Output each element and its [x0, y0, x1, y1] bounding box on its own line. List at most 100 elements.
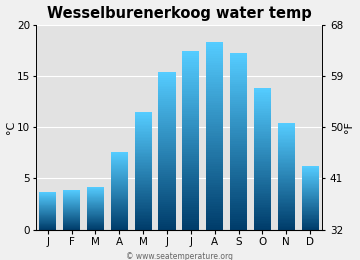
Bar: [111, 196, 128, 197]
Bar: [254, 187, 271, 189]
Bar: [254, 90, 271, 92]
Bar: [206, 176, 223, 178]
Bar: [302, 177, 319, 178]
Bar: [302, 203, 319, 204]
Bar: [158, 135, 176, 137]
Bar: [254, 194, 271, 196]
Bar: [63, 217, 80, 218]
Bar: [254, 185, 271, 187]
Bar: [87, 211, 104, 212]
Bar: [206, 126, 223, 129]
Bar: [230, 71, 247, 73]
Bar: [230, 201, 247, 203]
Bar: [182, 178, 199, 181]
Bar: [230, 186, 247, 188]
Bar: [254, 180, 271, 182]
Bar: [206, 140, 223, 143]
Bar: [158, 166, 176, 168]
Bar: [182, 56, 199, 58]
Bar: [278, 188, 295, 190]
Bar: [182, 69, 199, 71]
Bar: [302, 191, 319, 192]
Bar: [302, 166, 319, 167]
Bar: [230, 62, 247, 64]
Bar: [302, 182, 319, 183]
Bar: [111, 204, 128, 205]
Bar: [135, 172, 152, 174]
Bar: [182, 134, 199, 136]
Bar: [158, 216, 176, 218]
Bar: [158, 171, 176, 172]
Bar: [254, 155, 271, 157]
Bar: [135, 169, 152, 171]
Bar: [111, 183, 128, 184]
Bar: [39, 217, 56, 218]
Bar: [230, 148, 247, 150]
Bar: [135, 144, 152, 146]
Bar: [230, 53, 247, 55]
Bar: [182, 112, 199, 114]
Bar: [230, 91, 247, 93]
Bar: [158, 97, 176, 99]
Bar: [63, 227, 80, 228]
Bar: [87, 227, 104, 228]
Bar: [63, 216, 80, 217]
Bar: [230, 199, 247, 201]
Bar: [230, 194, 247, 197]
Bar: [111, 170, 128, 171]
Bar: [135, 218, 152, 219]
Bar: [158, 188, 176, 190]
Bar: [182, 147, 199, 149]
Bar: [278, 222, 295, 223]
Bar: [206, 162, 223, 164]
Bar: [182, 58, 199, 60]
Bar: [278, 191, 295, 192]
Bar: [254, 115, 271, 116]
Bar: [182, 219, 199, 221]
Bar: [39, 228, 56, 229]
Bar: [230, 179, 247, 181]
Bar: [158, 137, 176, 139]
Bar: [278, 220, 295, 222]
Bar: [302, 186, 319, 187]
Bar: [182, 91, 199, 94]
Bar: [39, 196, 56, 197]
Bar: [302, 204, 319, 205]
Bar: [278, 190, 295, 191]
Bar: [206, 197, 223, 199]
Bar: [63, 224, 80, 225]
Bar: [158, 105, 176, 107]
Bar: [111, 155, 128, 156]
Bar: [135, 205, 152, 206]
Bar: [111, 186, 128, 187]
Bar: [135, 118, 152, 119]
Bar: [302, 174, 319, 175]
Bar: [39, 227, 56, 228]
Bar: [254, 214, 271, 216]
Bar: [206, 143, 223, 145]
Bar: [87, 226, 104, 227]
Bar: [230, 58, 247, 60]
Bar: [87, 198, 104, 199]
Bar: [230, 221, 247, 223]
Bar: [206, 211, 223, 213]
Bar: [254, 178, 271, 180]
Bar: [230, 152, 247, 155]
Bar: [135, 207, 152, 209]
Bar: [302, 216, 319, 217]
Bar: [278, 204, 295, 206]
Bar: [278, 167, 295, 168]
Bar: [158, 214, 176, 216]
Bar: [87, 219, 104, 220]
Bar: [182, 165, 199, 167]
Bar: [254, 219, 271, 221]
Bar: [135, 129, 152, 131]
Bar: [111, 213, 128, 214]
Bar: [158, 196, 176, 198]
Bar: [206, 155, 223, 157]
Bar: [182, 183, 199, 185]
Bar: [135, 222, 152, 224]
Bar: [111, 194, 128, 196]
Bar: [63, 196, 80, 197]
Bar: [158, 95, 176, 98]
